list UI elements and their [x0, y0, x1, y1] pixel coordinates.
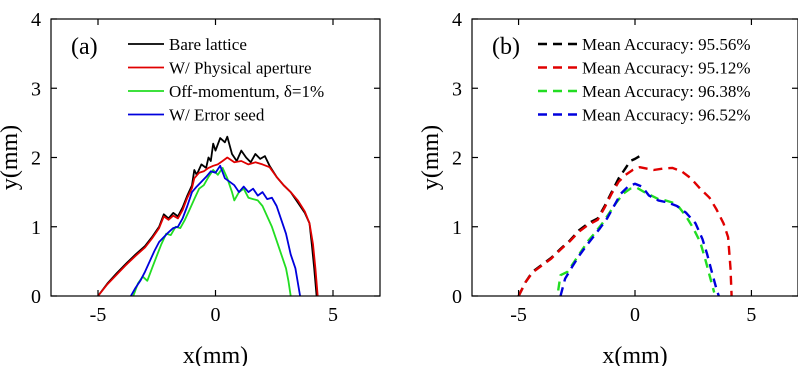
y-tick-label: 3	[31, 78, 41, 100]
y-tick-label: 2	[31, 148, 41, 170]
y-axis-label: y(mm)	[418, 125, 444, 190]
legend-entry: Mean Accuracy: 95.12%	[582, 59, 751, 78]
series-line-4	[130, 164, 301, 296]
y-tick-label: 2	[452, 148, 462, 170]
x-axis-label: x(mm)	[602, 343, 667, 366]
y-tick-label: 3	[452, 78, 462, 100]
legend: Mean Accuracy: 95.56% Mean Accuracy: 95.1…	[538, 35, 751, 125]
x-tick-label: -5	[510, 304, 527, 326]
y-tick-label: 4	[31, 9, 41, 31]
x-tick-label: 5	[746, 304, 756, 326]
legend-entry: W/ Physical aperture	[169, 59, 312, 78]
y-tick-label: 4	[452, 9, 462, 31]
series-line-2	[517, 166, 733, 296]
x-tick-label: -5	[90, 304, 107, 326]
y-tick-label: 1	[31, 217, 41, 239]
legend-entry: Mean Accuracy: 95.56%	[582, 35, 751, 54]
legend: Bare lattice W/ Physical aperture Off-mome…	[128, 35, 324, 125]
panel-a: -5 0 5 0 1 2 3 4 x(mm) y(mm) (a) Bare lattice W/ Phy…	[0, 9, 381, 366]
x-tick-label: 5	[328, 304, 338, 326]
y-axis-label: y(mm)	[0, 125, 23, 190]
y-tick-label: 1	[452, 217, 462, 239]
series-line-3	[557, 186, 716, 293]
y-tick-label: 0	[452, 286, 462, 308]
series-line-1	[517, 154, 645, 296]
legend-entry: Off-momentum, δ=1%	[169, 82, 324, 101]
y-tick-label: 0	[31, 286, 41, 308]
x-tick-label: 0	[211, 304, 221, 326]
series-line-4	[559, 182, 720, 296]
panel-b: -5 0 5 0 1 2 3 4 x(mm) y(mm) (b) Mean Accuracy: 95.…	[418, 9, 798, 366]
x-tick-label: 0	[630, 304, 640, 326]
legend-entry: W/ Error seed	[169, 106, 265, 125]
legend-entry: Mean Accuracy: 96.38%	[582, 82, 751, 101]
panel-label: (b)	[492, 34, 520, 60]
x-axis-label: x(mm)	[183, 343, 248, 366]
legend-entry: Mean Accuracy: 96.52%	[582, 106, 751, 125]
series-line-2	[97, 156, 319, 296]
legend-entry: Bare lattice	[169, 35, 247, 54]
series-line-1	[97, 135, 318, 296]
panel-label: (a)	[71, 34, 98, 60]
